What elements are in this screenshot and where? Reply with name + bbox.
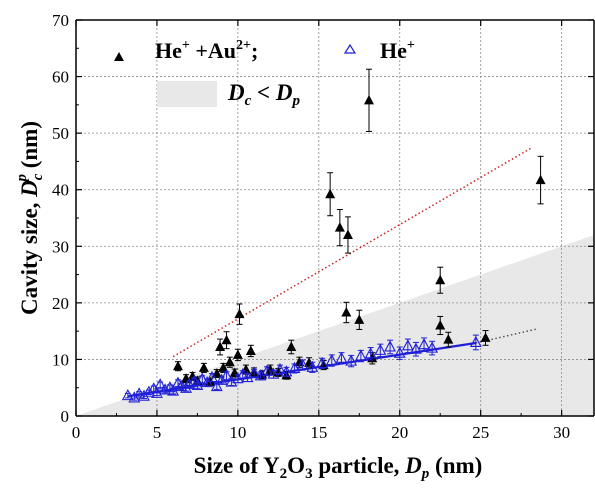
legend-label-he-au: He+ +Au2+; — [155, 38, 258, 63]
y-tick-label: 10 — [52, 350, 69, 369]
x-tick-label: 30 — [553, 423, 570, 442]
y-axis-title: Cavity size, Dcp (nm) — [14, 121, 46, 315]
y-tick-label: 60 — [52, 68, 69, 87]
data-point — [535, 174, 546, 185]
y-tick-label: 40 — [52, 181, 69, 200]
data-point — [151, 386, 163, 398]
data-point — [374, 343, 387, 355]
data-point — [325, 188, 336, 199]
data-point — [341, 306, 352, 317]
data-point — [138, 389, 150, 401]
data-point — [133, 387, 146, 399]
series-he — [121, 334, 482, 403]
x-tick-label: 5 — [153, 423, 162, 442]
data-point — [245, 345, 256, 355]
x-tick-label: 15 — [310, 423, 327, 442]
data-point — [306, 360, 319, 372]
data-point — [384, 340, 396, 352]
data-point — [154, 378, 167, 390]
data-point — [159, 383, 171, 395]
fit-line — [475, 328, 538, 344]
data-point — [121, 388, 134, 401]
data-point — [480, 332, 491, 342]
data-point — [296, 358, 309, 370]
data-point — [172, 360, 183, 371]
data-point — [231, 371, 244, 384]
y-tick-label: 70 — [52, 11, 69, 30]
data-point — [401, 339, 414, 351]
x-tick-label: 20 — [391, 423, 408, 442]
data-point — [426, 341, 439, 353]
fit-line — [172, 146, 533, 358]
data-point — [435, 319, 446, 330]
data-point — [288, 361, 301, 374]
data-point — [128, 391, 141, 403]
data-point — [232, 349, 243, 359]
legend-region-swatch — [157, 81, 217, 107]
series-he-au — [172, 68, 546, 387]
data-point — [210, 379, 223, 392]
data-point — [167, 384, 180, 396]
x-tick-label: 25 — [472, 423, 489, 442]
legend-open-triangle-icon — [343, 43, 357, 54]
legend: He+ +Au2+; He+ Dc < Dp — [114, 38, 415, 109]
data-point — [418, 338, 430, 350]
data-point — [393, 346, 406, 358]
data-point — [248, 366, 260, 379]
data-point — [443, 334, 454, 344]
data-point — [234, 308, 245, 319]
x-tick-label: 10 — [229, 423, 246, 442]
data-point — [435, 274, 446, 285]
data-point — [183, 377, 196, 389]
legend-label-region: Dc < Dp — [227, 80, 301, 109]
y-tick-label: 30 — [52, 237, 69, 256]
data-point — [354, 349, 367, 361]
data-point — [342, 229, 353, 239]
data-point — [345, 354, 358, 366]
data-point — [191, 378, 204, 391]
data-point — [196, 372, 209, 384]
data-point — [335, 351, 348, 363]
data-point — [206, 370, 218, 383]
data-point — [363, 94, 374, 105]
data-point — [198, 362, 209, 372]
data-point — [325, 353, 338, 366]
data-point — [211, 368, 222, 378]
data-point — [469, 335, 482, 348]
y-tick-label: 20 — [52, 294, 69, 313]
data-point — [274, 362, 286, 375]
data-point — [354, 314, 365, 324]
legend-filled-triangle-icon — [114, 52, 124, 61]
data-point — [410, 342, 422, 354]
data-point — [220, 369, 233, 381]
data-point — [261, 364, 273, 376]
x-axis-title: Size of Y2O3 particle, Dp (nm) — [194, 453, 483, 482]
legend-label-he: He+ — [380, 38, 415, 63]
data-point — [224, 356, 235, 367]
y-tick-label: 0 — [61, 407, 70, 426]
data-point — [280, 365, 293, 377]
data-point — [218, 362, 229, 372]
data-point — [221, 334, 232, 345]
data-point — [364, 347, 377, 359]
x-tick-label: 0 — [72, 423, 81, 442]
data-point — [215, 341, 226, 351]
data-point — [304, 357, 315, 367]
data-point — [316, 356, 328, 368]
data-point — [286, 341, 297, 351]
data-point — [265, 364, 276, 374]
y-tick-label: 50 — [52, 124, 69, 143]
data-point — [334, 222, 345, 232]
